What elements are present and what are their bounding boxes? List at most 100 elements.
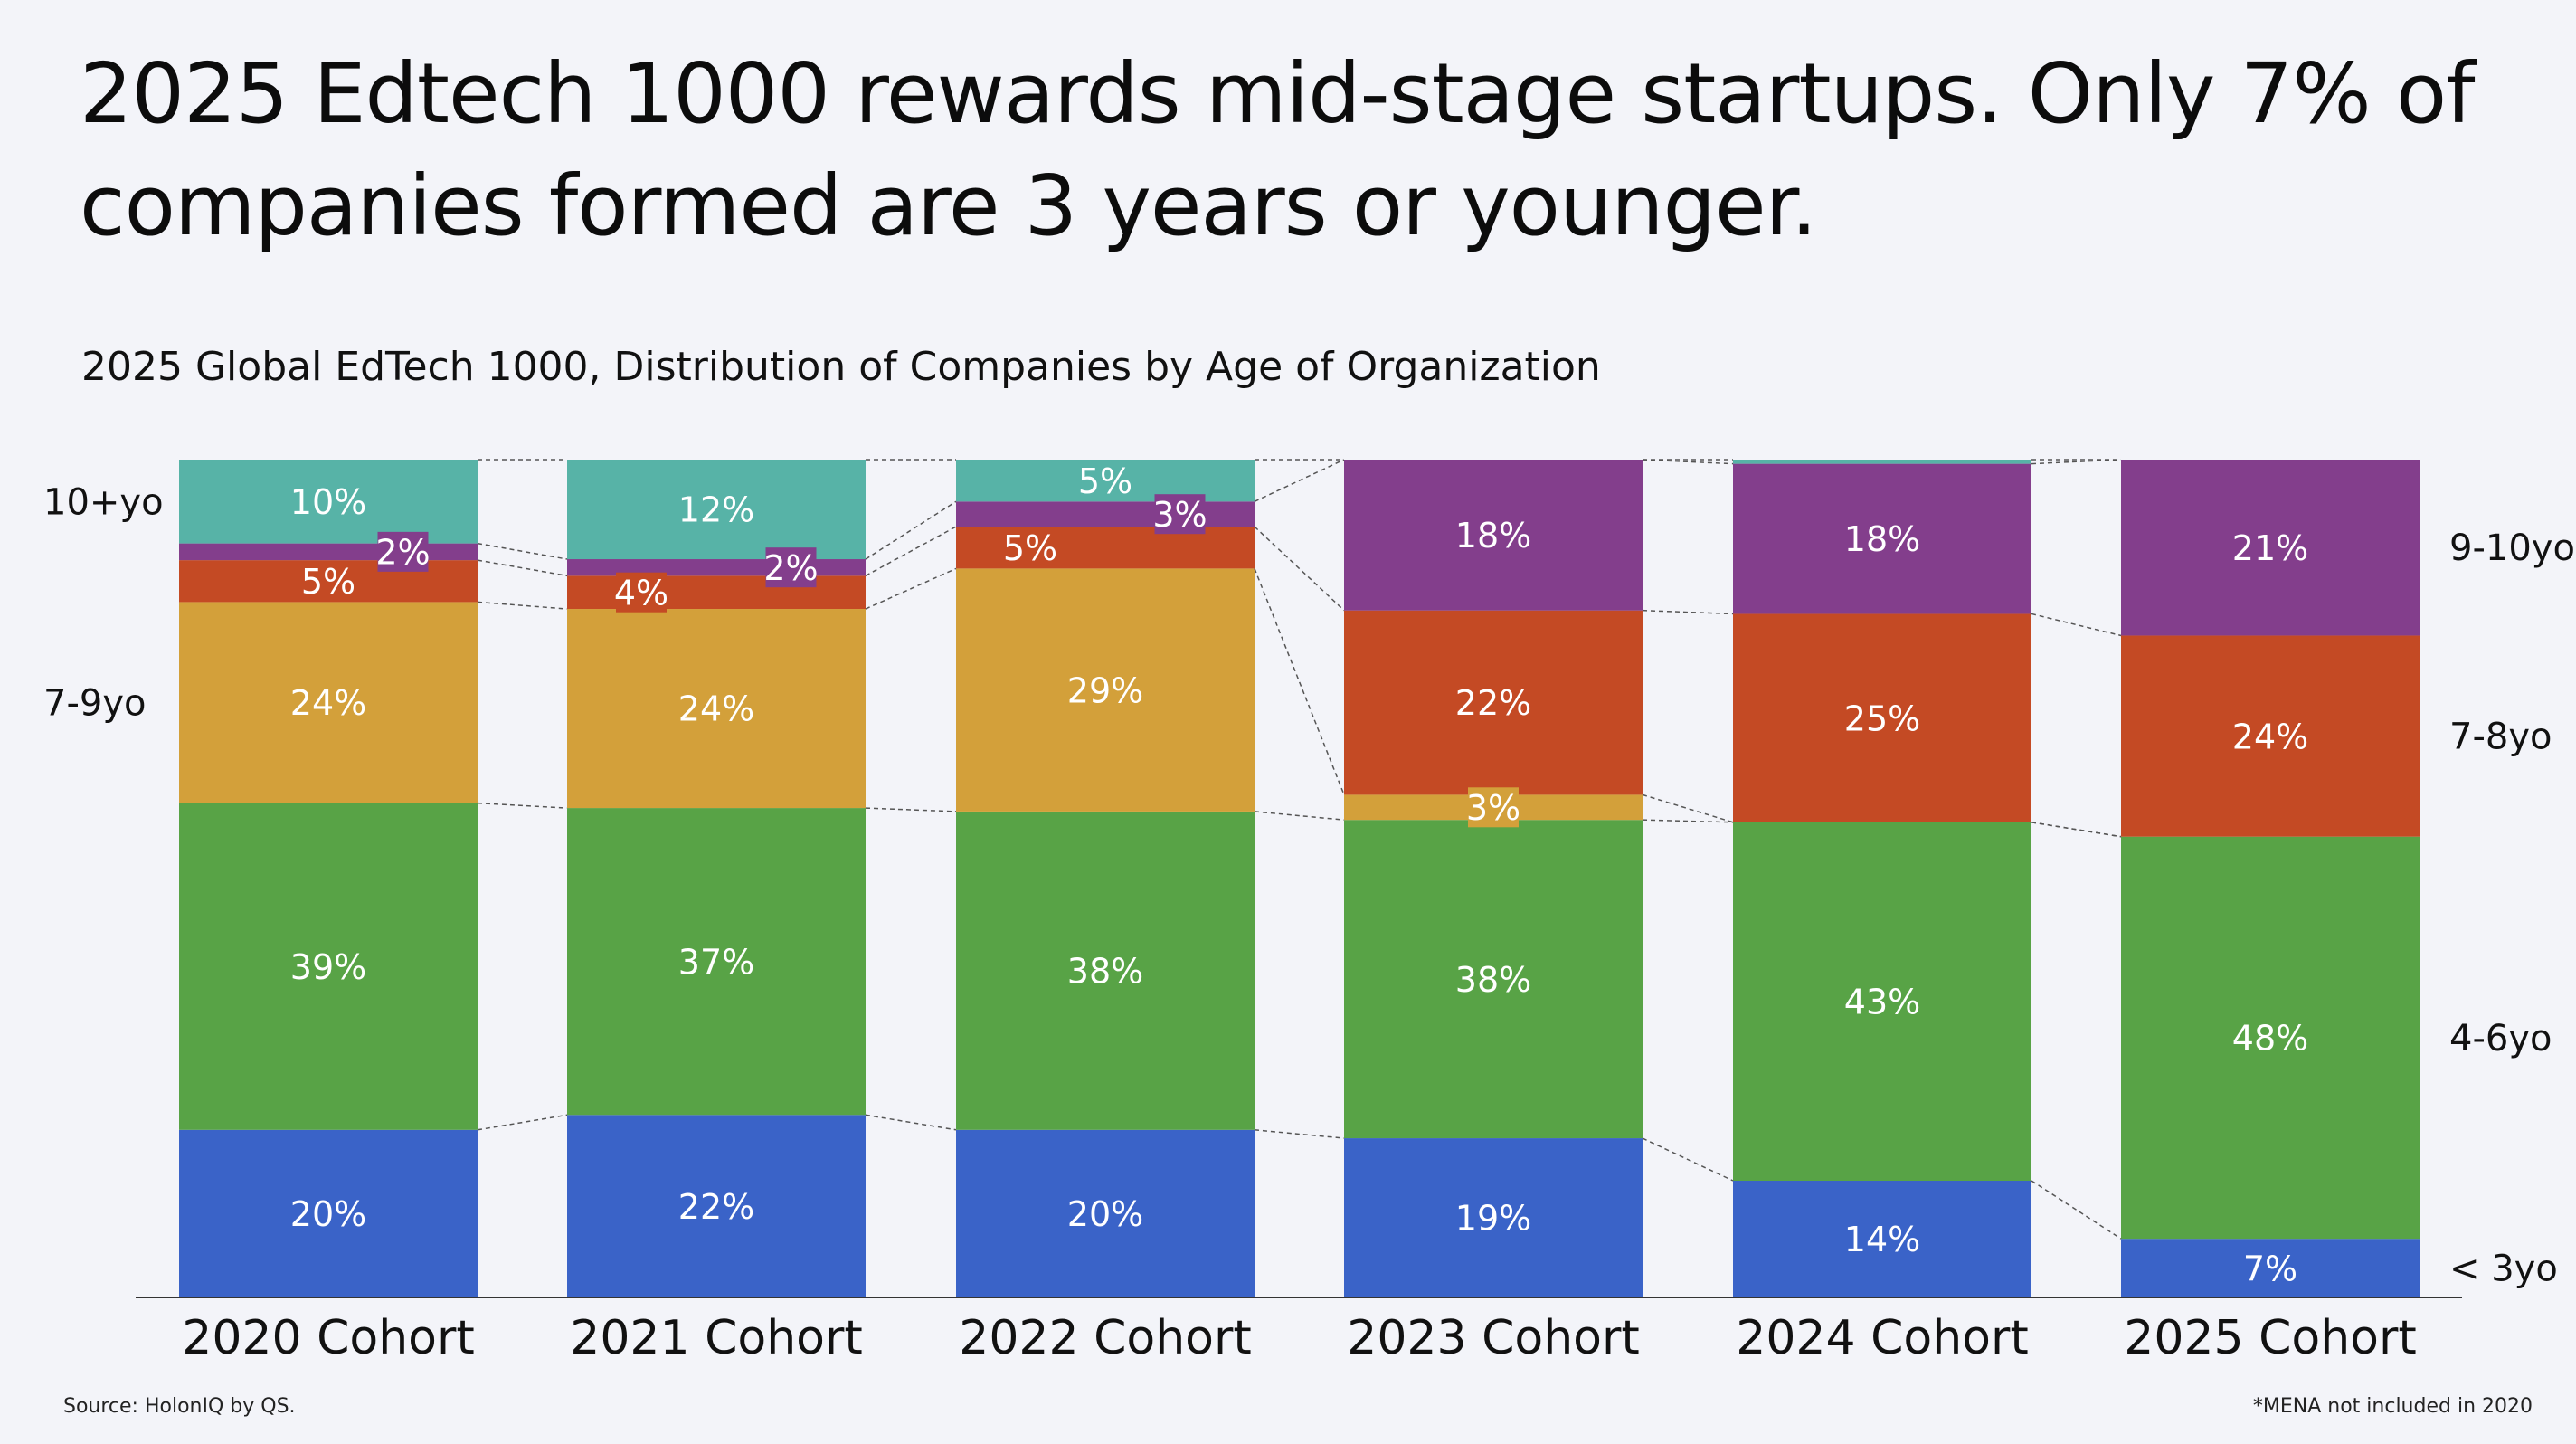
bar-3yo-2024-cohort <box>1733 1181 2031 1297</box>
connector-line <box>477 601 568 610</box>
bar-3yo-2023-cohort <box>1344 1138 1643 1297</box>
bar-3yo-2020-cohort <box>179 1129 478 1297</box>
connector-line <box>1254 459 1345 502</box>
value-label-3yo-2020-cohort: 20% <box>290 1194 366 1234</box>
connector-line <box>477 559 568 577</box>
category-label-2025-cohort: 2025 Cohort <box>2124 1311 2417 1365</box>
value-label-7-9yo-2021-cohort: 24% <box>678 689 754 729</box>
value-label-7-8yo-2025-cohort: 24% <box>2232 717 2308 756</box>
connector-line <box>865 1114 957 1131</box>
bar-3yo-2022-cohort <box>956 1129 1255 1297</box>
category-label-2022-cohort: 2022 Cohort <box>959 1311 1252 1365</box>
value-label-9-10yo-2022-cohort: 3% <box>1152 495 1207 535</box>
series-label-left-10-yo: 10+yo <box>43 481 164 523</box>
connector-line <box>2031 459 2122 465</box>
bar-9-10yo-2025-cohort <box>2121 460 2420 636</box>
bar-4-6yo-2020-cohort <box>179 803 478 1130</box>
value-label-9-10yo-2020-cohort: 2% <box>375 533 430 573</box>
bar-4-6yo-2023-cohort <box>1344 820 1643 1139</box>
connector-line <box>1642 819 1734 823</box>
value-label-7-9yo-2022-cohort: 29% <box>1067 670 1143 710</box>
bar-4-6yo-2024-cohort <box>1733 822 2031 1182</box>
bar-7-8yo-2023-cohort <box>1344 610 1643 795</box>
chart-headline: 2025 Edtech 1000 rewards mid-stage start… <box>80 45 2476 254</box>
bar-7-8yo-2022-cohort <box>956 527 1255 569</box>
category-label-2020-cohort: 2020 Cohort <box>182 1311 475 1365</box>
value-label-7-9yo-2020-cohort: 24% <box>290 683 366 723</box>
connector-line <box>477 1114 568 1131</box>
connector-line <box>1254 526 1345 612</box>
value-label-box <box>377 531 429 572</box>
value-label-4-6yo-2025-cohort: 48% <box>2232 1019 2308 1059</box>
bar-9-10yo-2023-cohort <box>1344 460 1643 611</box>
connector-line <box>865 567 957 610</box>
series-label-right-9-10yo: 9-10yo <box>2449 527 2575 569</box>
value-label-4-6yo-2024-cohort: 43% <box>1844 983 1920 1022</box>
bar-4-6yo-2022-cohort <box>956 811 1255 1130</box>
value-label-9-10yo-2024-cohort: 18% <box>1844 519 1920 559</box>
value-label-4-6yo-2021-cohort: 37% <box>678 942 754 982</box>
value-label-4-6yo-2022-cohort: 38% <box>1067 952 1143 992</box>
connector-line <box>1642 609 1734 615</box>
connector-line <box>1642 1137 1734 1182</box>
source-note: Source: HolonIQ by QS. <box>63 1395 296 1418</box>
bar-3yo-2025-cohort <box>2121 1239 2420 1297</box>
value-label-4-6yo-2020-cohort: 39% <box>290 947 366 987</box>
category-label-2024-cohort: 2024 Cohort <box>1736 1311 2029 1365</box>
value-label-9-10yo-2023-cohort: 18% <box>1455 516 1531 556</box>
connector-line <box>2031 1180 2122 1240</box>
connector-line <box>1642 459 1734 465</box>
value-label-7-8yo-2024-cohort: 25% <box>1844 698 1920 738</box>
bar-9-10yo-2024-cohort <box>1733 463 2031 614</box>
value-label-4-6yo-2023-cohort: 38% <box>1455 960 1531 1000</box>
bar-3yo-2021-cohort <box>567 1115 866 1297</box>
connector-line <box>865 500 957 560</box>
series-label-right-7-8yo: 7-8yo <box>2449 717 2552 758</box>
bar-9-10yo-2022-cohort <box>956 501 1255 527</box>
bar-4-6yo-2025-cohort <box>2121 836 2420 1240</box>
bar-10-yo-2021-cohort <box>567 460 866 560</box>
bar-10-yo-2020-cohort <box>179 460 478 544</box>
value-label-3yo-2024-cohort: 14% <box>1844 1220 1920 1259</box>
value-label-9-10yo-2021-cohort: 2% <box>763 548 818 588</box>
category-label-2023-cohort: 2023 Cohort <box>1347 1311 1640 1365</box>
bar-7-9yo-2022-cohort <box>956 568 1255 812</box>
bar-7-9yo-2020-cohort <box>179 602 478 803</box>
connector-line <box>1254 1129 1345 1139</box>
value-label-7-8yo-2020-cohort: 5% <box>301 562 355 602</box>
value-label-7-8yo-2021-cohort: 4% <box>614 573 668 613</box>
connector-line <box>1254 568 1345 795</box>
connector-line <box>477 542 568 560</box>
value-label-3yo-2021-cohort: 22% <box>678 1187 754 1227</box>
series-label-right-4-6yo: 4-6yo <box>2449 1018 2552 1059</box>
category-label-2021-cohort: 2021 Cohort <box>570 1311 863 1365</box>
value-label-3yo-2025-cohort: 7% <box>2243 1249 2297 1288</box>
bar-9-10yo-2021-cohort <box>567 559 866 576</box>
value-label-7-8yo-2022-cohort: 5% <box>1003 528 1057 568</box>
value-label-7-8yo-2023-cohort: 22% <box>1455 683 1531 723</box>
connector-line <box>2031 822 2122 838</box>
bar-7-8yo-2025-cohort <box>2121 635 2420 837</box>
footnote: *MENA not included in 2020 <box>2252 1395 2533 1418</box>
value-label-10-yo-2020-cohort: 10% <box>290 482 366 522</box>
bar-4-6yo-2021-cohort <box>567 808 866 1116</box>
value-label-3yo-2023-cohort: 19% <box>1455 1199 1531 1239</box>
value-label-7-9yo-2023-cohort: 3% <box>1466 788 1520 828</box>
connector-line <box>1254 811 1345 821</box>
value-label-box <box>1468 787 1519 828</box>
series-label-right-3yo: < 3yo <box>2449 1249 2558 1290</box>
bar-7-8yo-2024-cohort <box>1733 613 2031 822</box>
connector-line <box>2031 613 2122 637</box>
value-label-box <box>765 547 817 588</box>
connector-line <box>865 526 957 577</box>
value-label-box <box>616 572 667 613</box>
bar-9-10yo-2020-cohort <box>179 543 478 561</box>
value-label-10-yo-2022-cohort: 5% <box>1078 461 1132 501</box>
connector-line <box>865 807 957 812</box>
value-label-9-10yo-2025-cohort: 21% <box>2232 528 2308 568</box>
value-label-box <box>1154 494 1206 535</box>
chart-subtitle: 2025 Global EdTech 1000, Distribution of… <box>81 344 1601 390</box>
bar-10-yo-2024-cohort <box>1733 460 2031 464</box>
bar-7-9yo-2021-cohort <box>567 609 866 809</box>
